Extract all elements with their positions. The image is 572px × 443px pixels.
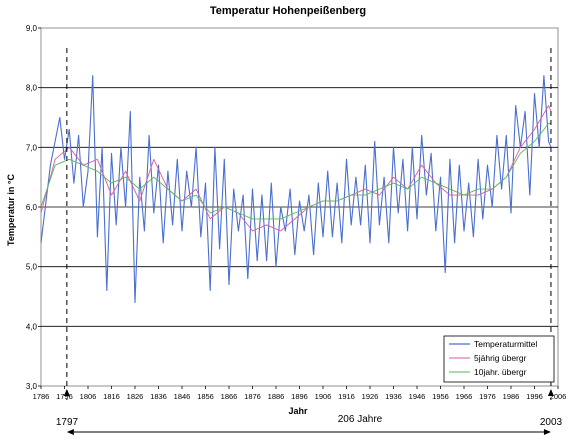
x-tick-label: 1966	[456, 392, 473, 401]
x-tick-label: 1856	[197, 392, 214, 401]
y-axis-label: Temperatur in °C	[6, 174, 16, 246]
end-arrowhead	[547, 389, 554, 396]
end-year-label: 2003	[540, 417, 563, 428]
series-10jahr-uebergr	[40, 123, 551, 220]
series-temperaturmittel	[40, 75, 552, 304]
x-tick-label: 1816	[103, 392, 120, 401]
x-tick-label: 1786	[33, 392, 50, 401]
start-year-label: 1797	[56, 417, 79, 428]
y-tick-label: 3,0	[26, 382, 38, 391]
chart-title: Temperatur Hohenpeißenberg	[210, 5, 366, 17]
legend-label-10jahr: 10jahr. übergr	[474, 367, 527, 377]
legend: Temperaturmittel 5jährig übergr 10jahr. …	[443, 335, 555, 383]
x-tick-label: 1976	[479, 392, 496, 401]
x-tick-label: 1916	[338, 392, 355, 401]
x-tick-label: 1926	[362, 392, 379, 401]
legend-label-5jahr: 5jährig übergr	[474, 353, 527, 363]
y-tick-label: 8,0	[26, 84, 38, 93]
x-tick-label: 1836	[150, 392, 167, 401]
y-tick-label: 5,0	[26, 263, 38, 272]
x-tick-label: 1876	[244, 392, 261, 401]
x-tick-label: 1986	[503, 392, 520, 401]
x-tick-label: 2006	[550, 392, 567, 401]
x-tick-label: 1806	[80, 392, 97, 401]
span-arrow-left	[66, 429, 74, 435]
x-tick-label: 1866	[221, 392, 238, 401]
x-tick-label: 1956	[432, 392, 449, 401]
y-tick-label: 9,0	[26, 24, 38, 33]
x-tick-label: 1846	[174, 392, 191, 401]
y-tick-label: 7,0	[26, 143, 38, 152]
y-tick-label: 4,0	[26, 322, 38, 331]
x-tick-label: 1886	[268, 392, 285, 401]
legend-label-temperaturmittel: Temperaturmittel	[474, 339, 537, 349]
x-tick-label: 1936	[385, 392, 402, 401]
span-label: 206 Jahre	[338, 414, 383, 425]
x-tick-label: 1896	[291, 392, 308, 401]
x-tick-label: 1906	[315, 392, 332, 401]
y-tick-label: 6,0	[26, 203, 38, 212]
x-tick-label: 1996	[526, 392, 543, 401]
x-tick-label: 1796	[56, 392, 73, 401]
x-tick-label: 1946	[409, 392, 426, 401]
span-arrow-right	[543, 429, 551, 435]
x-tick-label: 1826	[127, 392, 144, 401]
series-5jahr-uebergr	[40, 105, 552, 232]
start-arrowhead	[63, 389, 70, 396]
x-axis-label: Jahr	[288, 406, 308, 416]
